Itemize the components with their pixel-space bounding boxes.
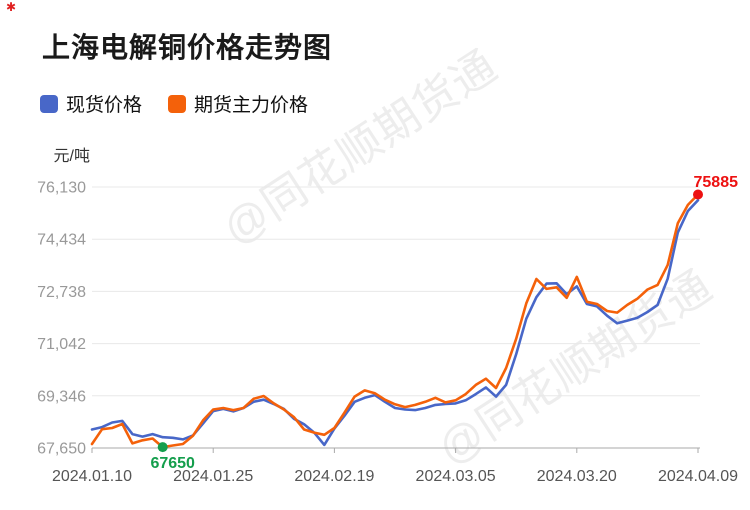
spot-price-line	[90, 198, 700, 447]
x-axis-tick-label: 2024.01.25	[173, 468, 253, 485]
y-axis-tick-label: 74,434	[37, 232, 86, 249]
axis-layer: 2024.01.10 2024.01.25 2024.02.19 2024.03.05…	[52, 447, 738, 485]
legend-item-futures-price[interactable]: 期货主力价格	[168, 90, 308, 117]
x-axis-tick-label: 2024.04.09	[658, 468, 738, 485]
annotation-layer: 67650 75885	[150, 174, 738, 472]
futures-price-legend-label: 期货主力价格	[194, 95, 309, 116]
spot-price-swatch-icon	[40, 94, 58, 113]
min-value-label: 67650	[150, 455, 195, 472]
futures-price-line	[90, 193, 700, 449]
y-axis-tick-label: 69,346	[37, 388, 86, 405]
chart-title: 上海电解铜价格走势图	[42, 32, 333, 63]
x-axis-tick-label: 2024.03.05	[416, 468, 496, 485]
y-axis-unit-label: 元/吨	[54, 147, 90, 165]
futures-price-swatch-icon	[168, 94, 187, 113]
legend: 现货价格 期货主力价格	[40, 90, 334, 117]
grid-layer: 76,130 74,434 72,738 71,042 69,346 67,650	[37, 180, 700, 458]
y-axis-tick-label: 76,130	[37, 180, 86, 197]
x-axis-tick-label: 2024.03.20	[537, 468, 617, 485]
series-layer	[90, 193, 700, 449]
y-axis-tick-label: 71,042	[37, 336, 86, 353]
corner-red-mark: ✱	[6, 0, 17, 14]
spot-price-legend-label: 现货价格	[66, 95, 143, 116]
y-axis-tick-label: 67,650	[37, 441, 86, 458]
min-point-dot	[157, 442, 168, 453]
y-axis-tick-label: 72,738	[37, 284, 86, 301]
x-axis-tick-label: 2024.02.19	[294, 468, 374, 485]
max-point-dot	[693, 189, 703, 200]
legend-item-spot-price[interactable]: 现货价格	[40, 90, 142, 117]
max-value-label: 75885	[694, 174, 739, 191]
x-axis-tick-label: 2024.01.10	[52, 468, 132, 485]
